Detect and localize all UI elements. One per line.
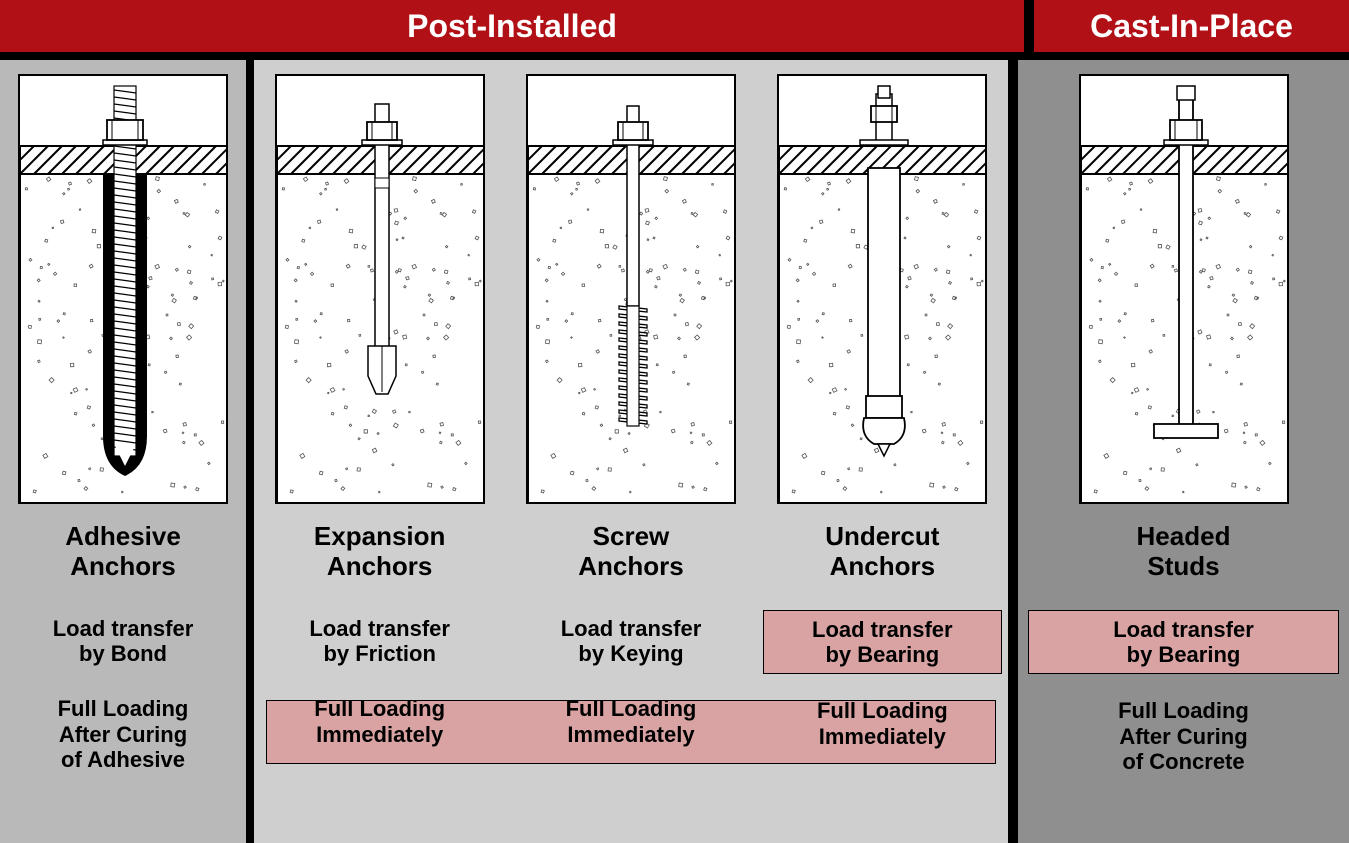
loading-screw: Full Loading Immediately <box>511 690 750 753</box>
text-line: of Concrete <box>1122 749 1244 774</box>
text-line: Load transfer <box>561 616 702 641</box>
col-adhesive: Adhesive Anchors Load transfer by Bond F… <box>0 60 254 843</box>
title-line: Headed <box>1137 521 1231 551</box>
title-undercut: Undercut Anchors <box>825 522 939 582</box>
transfer-expansion: Load transfer by Friction <box>260 610 499 673</box>
transfer-adhesive: Load transfer by Bond <box>10 610 236 673</box>
text-line: Full Loading <box>314 696 445 721</box>
header-row: Post-Installed Cast-In-Place <box>0 0 1349 60</box>
transfer-headed: Load transfer by Bearing <box>1028 610 1339 675</box>
col-screw: Screw Anchors Load transfer by Keying Fu… <box>505 60 756 843</box>
text-line: of Adhesive <box>61 747 185 772</box>
title-line: Adhesive <box>65 521 181 551</box>
text-line: Immediately <box>567 722 694 747</box>
loading-undercut: Full Loading Immediately <box>763 692 1002 755</box>
loading-expansion: Full Loading Immediately <box>260 690 499 753</box>
title-headed: Headed Studs <box>1137 522 1231 582</box>
text-line: Immediately <box>316 722 443 747</box>
text-line: Load transfer <box>309 616 450 641</box>
title-line: Anchors <box>830 551 935 581</box>
text-line: Load transfer <box>1113 617 1254 642</box>
text-line: After Curing <box>1119 724 1247 749</box>
figure-screw <box>526 74 736 504</box>
title-expansion: Expansion Anchors <box>314 522 445 582</box>
title-line: Studs <box>1147 551 1219 581</box>
text-line: Load transfer <box>812 617 953 642</box>
text-line: Load transfer <box>53 616 194 641</box>
loading-headed: Full Loading After Curing of Concrete <box>1028 692 1339 780</box>
title-line: Expansion <box>314 521 445 551</box>
figure-expansion <box>275 74 485 504</box>
text-line: Full Loading <box>817 698 948 723</box>
title-line: Undercut <box>825 521 939 551</box>
text-line: by Bearing <box>1127 642 1241 667</box>
text-line: Full Loading <box>58 696 189 721</box>
col-group-inner: Expansion Anchors Load transfer by Frict… <box>254 60 1008 843</box>
col-cast-in-place: Headed Studs Load transfer by Bearing Fu… <box>1018 60 1349 843</box>
text-line: Full Loading <box>566 696 697 721</box>
col-undercut: Undercut Anchors Load transfer by Bearin… <box>757 60 1008 843</box>
transfer-undercut: Load transfer by Bearing <box>763 610 1002 675</box>
col-expansion: Expansion Anchors Load transfer by Frict… <box>254 60 505 843</box>
title-line: Anchors <box>578 551 683 581</box>
title-line: Screw <box>593 521 670 551</box>
header-post-installed: Post-Installed <box>0 0 1024 52</box>
text-line: Full Loading <box>1118 698 1249 723</box>
title-line: Anchors <box>327 551 432 581</box>
title-adhesive: Adhesive Anchors <box>65 522 181 582</box>
anchor-types-infographic: Post-Installed Cast-In-Place Adhesive An… <box>0 0 1349 843</box>
text-line: Immediately <box>819 724 946 749</box>
text-line: by Keying <box>578 641 683 666</box>
header-cast-in-place: Cast-In-Place <box>1034 0 1349 52</box>
text-line: by Bond <box>79 641 167 666</box>
figure-headed <box>1079 74 1289 504</box>
body-row: Adhesive Anchors Load transfer by Bond F… <box>0 60 1349 843</box>
transfer-screw: Load transfer by Keying <box>511 610 750 673</box>
col-group-post-installed: Expansion Anchors Load transfer by Frict… <box>254 60 1016 843</box>
loading-adhesive: Full Loading After Curing of Adhesive <box>10 690 236 778</box>
figure-undercut <box>777 74 987 504</box>
text-line: by Friction <box>323 641 435 666</box>
figure-adhesive <box>18 74 228 504</box>
text-line: After Curing <box>59 722 187 747</box>
title-line: Anchors <box>70 551 175 581</box>
text-line: by Bearing <box>825 642 939 667</box>
title-screw: Screw Anchors <box>578 522 683 582</box>
